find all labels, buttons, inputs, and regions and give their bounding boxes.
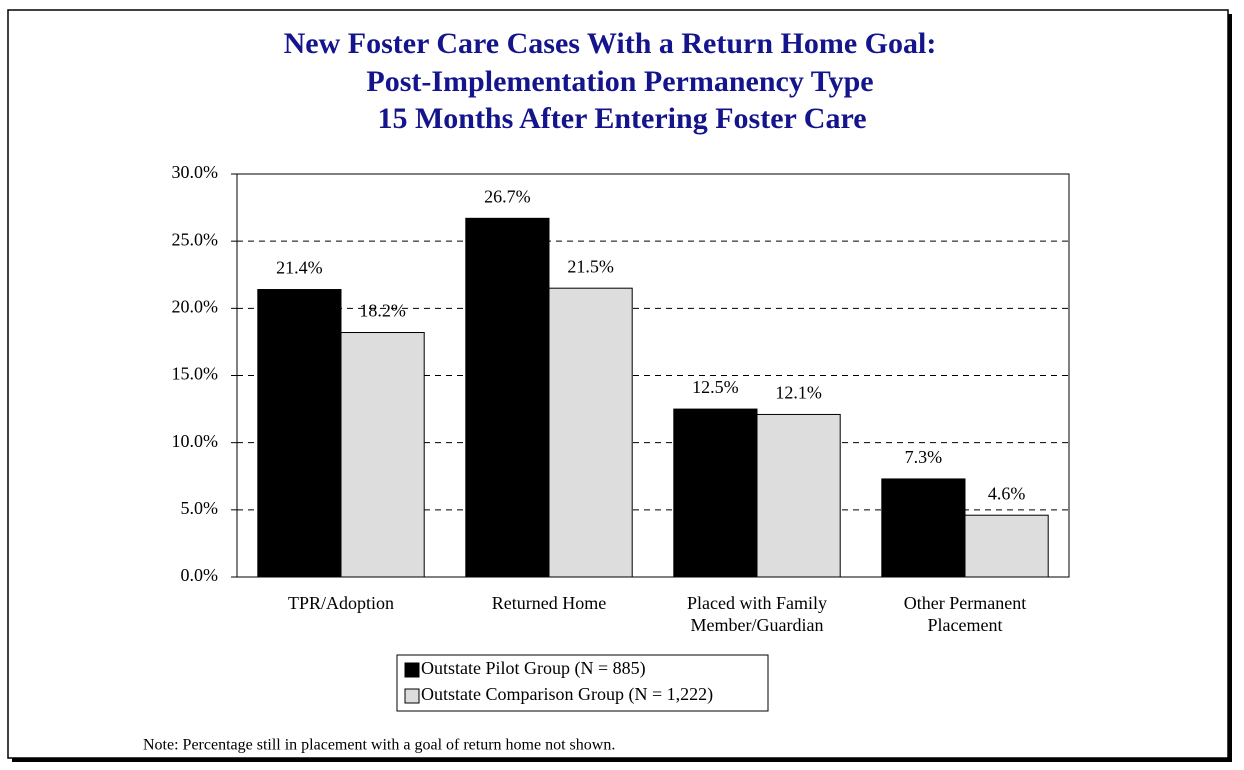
bar xyxy=(673,408,758,578)
bar xyxy=(340,332,425,578)
x-tick-label: Placed with Family Member/Guardian xyxy=(687,593,827,635)
legend-label: Outstate Pilot Group (N = 885) xyxy=(421,658,646,679)
data-label: 21.5% xyxy=(567,256,614,276)
note: Note: Percentage still in placement with… xyxy=(143,737,615,754)
plot-border xyxy=(236,173,1070,578)
data-label: 18.2% xyxy=(359,301,406,321)
chart-title: 15 Months After Entering Foster Care xyxy=(377,102,866,135)
y-tick-label: 15.0% xyxy=(172,364,219,384)
y-tick-label: 5.0% xyxy=(181,498,219,518)
bar xyxy=(756,413,841,578)
bar xyxy=(964,514,1049,578)
bar xyxy=(548,287,633,578)
data-label: 21.4% xyxy=(276,258,323,278)
bar xyxy=(881,478,966,578)
data-label: 26.7% xyxy=(484,186,531,206)
legend-label: Outstate Comparison Group (N = 1,222) xyxy=(421,684,713,705)
y-tick-label: 25.0% xyxy=(172,229,219,249)
legend-swatch xyxy=(404,662,420,678)
legend-swatch xyxy=(404,688,420,704)
data-label: 12.1% xyxy=(775,383,822,403)
y-tick-label: 20.0% xyxy=(172,296,219,316)
y-tick-label: 0.0% xyxy=(181,565,219,585)
data-label: 7.3% xyxy=(905,447,943,467)
y-tick-label: 30.0% xyxy=(172,162,219,182)
bar xyxy=(257,289,342,578)
x-tick-label: Returned Home xyxy=(492,593,606,613)
data-label: 4.6% xyxy=(988,483,1026,503)
chart-title: New Foster Care Cases With a Return Home… xyxy=(284,27,937,60)
x-tick-label: Other Permanent Placement xyxy=(904,593,1026,635)
x-tick-label: TPR/Adoption xyxy=(288,593,394,613)
y-tick-label: 10.0% xyxy=(172,431,219,451)
legend-box xyxy=(396,654,769,712)
bar xyxy=(465,217,550,578)
data-label: 12.5% xyxy=(692,377,739,397)
chart-title: Post-Implementation Permanency Type xyxy=(366,65,873,98)
